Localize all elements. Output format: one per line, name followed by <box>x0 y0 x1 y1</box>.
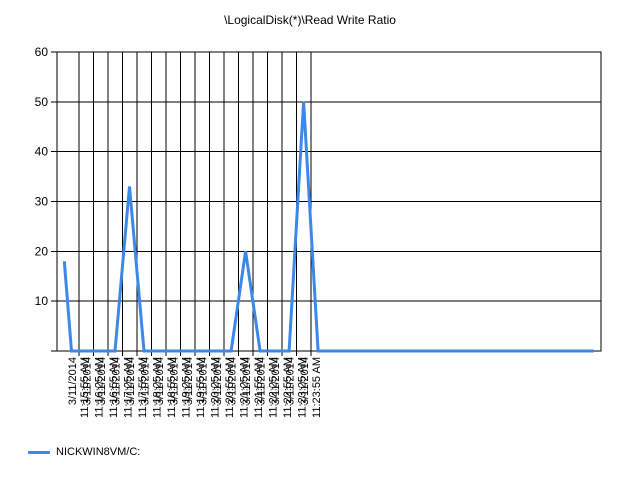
x-tick-label-time: 11:19:55 AM <box>195 357 207 418</box>
y-tick-label: 50 <box>35 95 49 109</box>
x-tick-label-time: 11:22:55 AM <box>282 357 294 418</box>
x-tick-label-date: 3/11/2014 <box>299 357 311 405</box>
x-tick-label-date: 3/11/2014 <box>270 357 282 405</box>
y-tick-label: 30 <box>35 195 49 209</box>
legend-swatch <box>28 450 50 454</box>
x-tick-label-time: 11:22:25 AM <box>267 357 279 418</box>
x-tick-label-date: 3/11/2014 <box>96 357 108 405</box>
x-tick-label-date: 3/11/2014 <box>67 357 79 405</box>
y-tick-label: 40 <box>35 145 49 159</box>
axes <box>51 51 602 356</box>
series-line <box>62 101 594 353</box>
chart-title: \LogicalDisk(*)\Read Write Ratio <box>224 13 396 27</box>
x-tick-label: 3/11/2014 11:18:25 AM <box>139 357 163 418</box>
x-tick-label-time: 11:15:55 AM <box>79 357 91 418</box>
x-tick-label-date: 3/11/2014 <box>183 357 195 405</box>
legend: NICKWIN8VM/C: <box>28 444 140 460</box>
x-tick-label-time: 11:21:55 AM <box>253 357 265 418</box>
x-tick-label-date: 3/11/2014 <box>168 357 180 405</box>
x-tick-label: 3/11/2014 11:20:25 AM <box>197 357 221 418</box>
series-layer <box>62 101 594 353</box>
x-tick-label-date: 3/11/2014 <box>284 357 296 405</box>
x-tick-label: 3/11/2014 11:18:55 AM <box>154 357 178 418</box>
x-tick-label-date: 3/11/2014 <box>212 357 224 405</box>
x-tick-label-time: 11:23:25 AM <box>296 357 308 418</box>
x-tick-label: 3/11/2014 11:21:55 AM <box>241 357 265 418</box>
x-tick-label-time: 11:16:55 AM <box>108 357 120 418</box>
x-tick-label-date: 3/11/2014 <box>81 357 93 405</box>
x-tick-label: 3/11/2014 11:22:25 AM <box>255 357 279 418</box>
x-axis-tick-labels: 3/11/2014 11:15:55 AM3/11/2014 11:16:25 AM… <box>67 357 323 418</box>
x-tick-label-date: 3/11/2014 <box>241 357 253 405</box>
x-tick-label: 3/11/2014 11:20:55 AM <box>212 357 236 418</box>
x-tick-label: 3/11/2014 11:19:55 AM <box>183 357 207 418</box>
x-tick-label: 3/11/2014 11:17:55 AM <box>125 357 149 418</box>
x-tick-label-date: 3/11/2014 <box>110 357 122 405</box>
x-tick-label-date: 3/11/2014 <box>255 357 267 405</box>
x-tick-label-time: 11:17:25 AM <box>122 357 134 418</box>
x-tick-label: 3/11/2014 11:16:55 AM <box>96 357 120 418</box>
x-tick-label-time: 11:20:55 AM <box>224 357 236 418</box>
x-tick-label: 3/11/2014 11:23:25 AM <box>284 357 308 418</box>
y-tick-label: 10 <box>35 294 49 308</box>
x-tick-label-time: 11:17:55 AM <box>137 357 149 418</box>
x-tick-label-time: 11:20:25 AM <box>209 357 221 418</box>
x-tick-label: 3/11/2014 11:17:25 AM <box>110 357 134 418</box>
x-tick-label-time: 11:16:25 AM <box>93 357 105 418</box>
y-tick-label: 60 <box>35 45 49 59</box>
x-tick-label-date: 3/11/2014 <box>154 357 166 405</box>
x-tick-label: 3/11/2014 11:22:55 AM <box>270 357 294 418</box>
x-tick-label-time: 11:18:55 AM <box>166 357 178 418</box>
x-tick-label-date: 3/11/2014 <box>125 357 137 405</box>
x-tick-label-date: 3/11/2014 <box>226 357 238 405</box>
legend-label: NICKWIN8VM/C: <box>56 446 141 458</box>
y-axis-tick-labels: 10 20 30 40 50 60 <box>35 45 49 308</box>
x-tick-label: 3/11/2014 11:23:55 AM <box>299 357 323 418</box>
x-tick-label: 3/11/2014 11:19:25 AM <box>168 357 192 418</box>
x-tick-label-date: 3/11/2014 <box>197 357 209 405</box>
x-tick-label: 3/11/2014 11:21:25 AM <box>226 357 250 418</box>
x-tick-label-date: 3/11/2014 <box>139 357 151 405</box>
x-tick-label-time: 11:19:25 AM <box>180 357 192 418</box>
x-tick-label-time: 11:18:25 AM <box>151 357 163 418</box>
x-tick-label: 3/11/2014 11:16:25 AM <box>81 357 105 418</box>
x-tick-label: 3/11/2014 11:15:55 AM <box>67 357 91 418</box>
y-tick-label: 20 <box>35 244 49 258</box>
x-tick-label-time: 11:23:55 AM <box>311 357 323 418</box>
x-tick-label-time: 11:21:25 AM <box>238 357 250 418</box>
